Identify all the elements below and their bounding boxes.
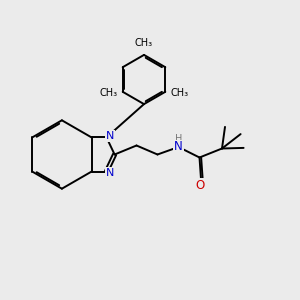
Text: N: N <box>106 131 114 141</box>
Text: N: N <box>174 140 183 154</box>
Text: CH₃: CH₃ <box>99 88 117 98</box>
Text: O: O <box>196 178 205 192</box>
Text: H: H <box>175 134 182 145</box>
Text: CH₃: CH₃ <box>135 38 153 49</box>
Text: N: N <box>106 168 114 178</box>
Text: CH₃: CH₃ <box>171 88 189 98</box>
